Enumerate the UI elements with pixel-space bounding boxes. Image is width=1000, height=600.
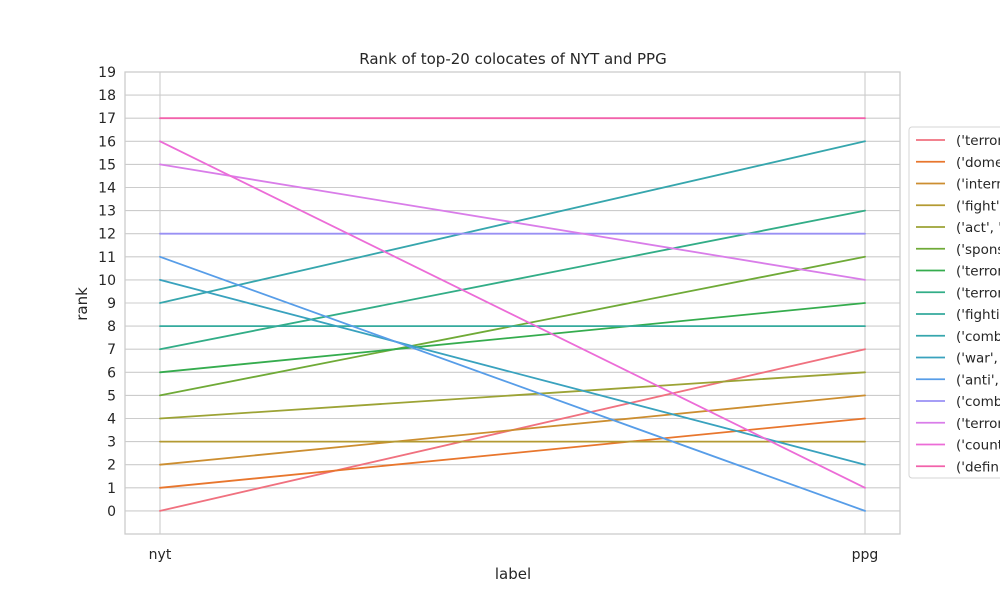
series-line xyxy=(159,371,866,420)
legend: ('terror ('dome ('intern ('fight', ('act', '… xyxy=(908,126,1000,479)
legend-entry: ('act', ' xyxy=(956,220,1000,236)
legend-entry: ('spons xyxy=(956,242,1000,258)
series-line xyxy=(159,417,866,489)
legend-entry: ('terror xyxy=(956,133,1000,149)
y-axis-label: rank xyxy=(73,287,91,321)
y-tick-label: 9 xyxy=(107,296,116,312)
legend-frame xyxy=(908,126,1000,479)
x-tick-label: nyt xyxy=(149,547,172,563)
series-line xyxy=(159,278,866,466)
legend-entry: ('terror xyxy=(956,264,1000,280)
y-tick-label: 3 xyxy=(107,435,116,451)
series-line xyxy=(159,302,866,374)
chart-title: Rank of top-20 colocates of NYT and PPG xyxy=(359,50,666,68)
series-line xyxy=(159,394,866,466)
legend-entry: ('defini xyxy=(956,459,1000,475)
legend-entry: ('count xyxy=(956,438,1000,454)
series-line xyxy=(159,255,866,512)
legend-entry: ('war', xyxy=(956,351,998,367)
series-line xyxy=(159,140,866,489)
y-tick-label: 1 xyxy=(107,481,116,497)
y-tick-label: 18 xyxy=(98,88,116,104)
y-tick-label: 10 xyxy=(98,273,116,289)
y-tick-label: 6 xyxy=(107,365,116,381)
legend-entry: ('anti', xyxy=(956,372,999,388)
y-tick-label: 11 xyxy=(98,250,116,266)
y-tick-label: 14 xyxy=(98,181,116,197)
y-tick-label: 0 xyxy=(107,504,116,520)
y-tick-label: 2 xyxy=(107,458,116,474)
legend-entry: ('fight', xyxy=(956,198,1000,214)
legend-entry: ('terror xyxy=(956,285,1000,301)
y-tick-label: 5 xyxy=(107,388,116,404)
y-tick-label: 19 xyxy=(98,65,116,81)
legend-entry: ('comb xyxy=(956,329,1000,345)
y-tick-label: 17 xyxy=(98,111,116,127)
series-line xyxy=(159,163,866,281)
y-tick-label: 8 xyxy=(107,319,116,335)
y-tick-label: 4 xyxy=(107,412,116,428)
y-tick-label: 7 xyxy=(107,342,116,358)
legend-entry: ('terror xyxy=(956,416,1000,432)
x-tick-label: ppg xyxy=(852,547,879,563)
legend-entry: ('comb xyxy=(956,394,1000,410)
x-axis-label: label xyxy=(495,565,531,583)
y-tick-label: 15 xyxy=(98,157,116,173)
legend-entry: ('intern xyxy=(956,177,1000,193)
y-tick-label: 13 xyxy=(98,204,116,220)
y-tick-label: 12 xyxy=(98,227,116,243)
y-tick-label: 16 xyxy=(98,134,116,150)
legend-entry: ('dome xyxy=(956,155,1000,171)
legend-entry: ('fightir xyxy=(956,307,1000,323)
plot-frame xyxy=(124,71,901,535)
